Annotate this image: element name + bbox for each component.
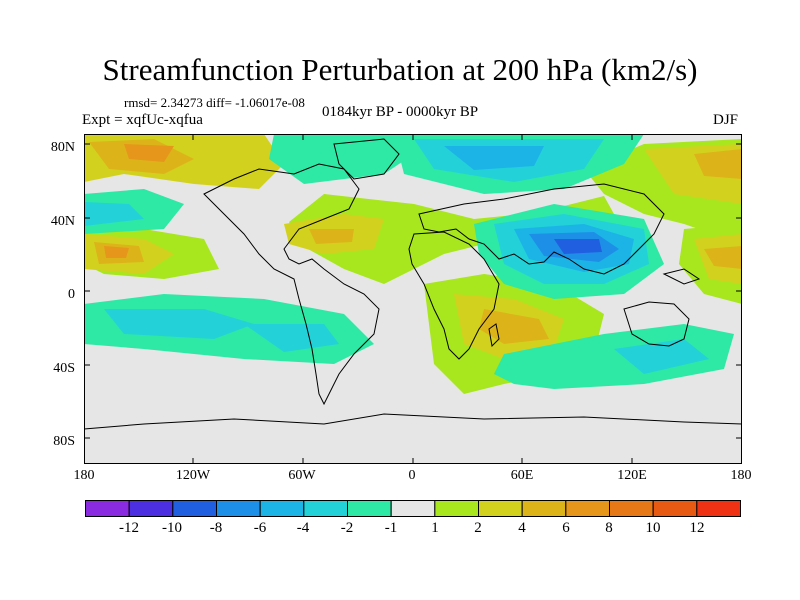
colorbar-swatch: [390, 500, 436, 517]
lat-label-40s: 40S: [53, 361, 75, 376]
colorbar-label: -2: [340, 520, 354, 536]
lon-label-60e: 60E: [510, 468, 534, 483]
lat-label-80n: 80N: [50, 140, 75, 155]
lon-label-180w: 180: [73, 468, 95, 483]
map-plot: [84, 134, 742, 464]
lat-label-0: 0: [68, 287, 75, 302]
colorbar-label: 2: [474, 520, 482, 536]
lat-label-80s: 80S: [53, 434, 75, 449]
colorbar-swatch: [478, 500, 523, 517]
contour-fills: [84, 134, 742, 394]
colorbar-label: -1: [384, 520, 398, 536]
lat-label-40n: 40N: [50, 214, 75, 229]
lon-label-120w: 120W: [175, 468, 211, 483]
colorbar-label: -12: [119, 520, 139, 536]
colorbar-swatch: [434, 500, 479, 517]
experiment-label: Expt = xqfUc-xqfua: [82, 112, 203, 128]
colorbar: [85, 500, 741, 517]
colorbar-swatch: [696, 500, 741, 517]
lon-label-120e: 120E: [617, 468, 647, 483]
lon-label-0: 0: [408, 468, 416, 483]
colorbar-label: 1: [431, 520, 439, 536]
coastlines: [84, 138, 742, 430]
colorbar-swatch: [609, 500, 654, 517]
colorbar-label: -10: [162, 520, 182, 536]
colorbar-label: -4: [296, 520, 310, 536]
chart-title: Streamfunction Perturbation at 200 hPa (…: [102, 52, 698, 87]
colorbar-swatch: [172, 500, 217, 517]
colorbar-swatch: [85, 500, 130, 517]
colorbar-swatch: [521, 500, 567, 517]
axis-ticks: [84, 134, 742, 464]
colorbar-swatch: [303, 500, 348, 517]
colorbar-label: 6: [562, 520, 570, 536]
colorbar-label: -8: [209, 520, 223, 536]
colorbar-swatch: [128, 500, 174, 517]
period-label: 0184kyr BP - 0000kyr BP: [322, 104, 479, 120]
colorbar-swatch: [565, 500, 610, 517]
colorbar-swatch: [259, 500, 305, 517]
lon-label-60w: 60W: [288, 468, 316, 483]
stats-text: rmsd= 2.34273 diff= -1.06017e-08: [124, 95, 305, 110]
colorbar-label: 12: [689, 520, 705, 536]
colorbar-label: 8: [605, 520, 613, 536]
colorbar-swatch: [652, 500, 698, 517]
colorbar-swatch: [216, 500, 261, 517]
colorbar-label: 4: [518, 520, 526, 536]
colorbar-label: 10: [645, 520, 661, 536]
colorbar-swatch: [347, 500, 392, 517]
lon-label-180e: 180: [730, 468, 752, 483]
colorbar-label: -6: [253, 520, 267, 536]
season-label: DJF: [712, 112, 738, 128]
